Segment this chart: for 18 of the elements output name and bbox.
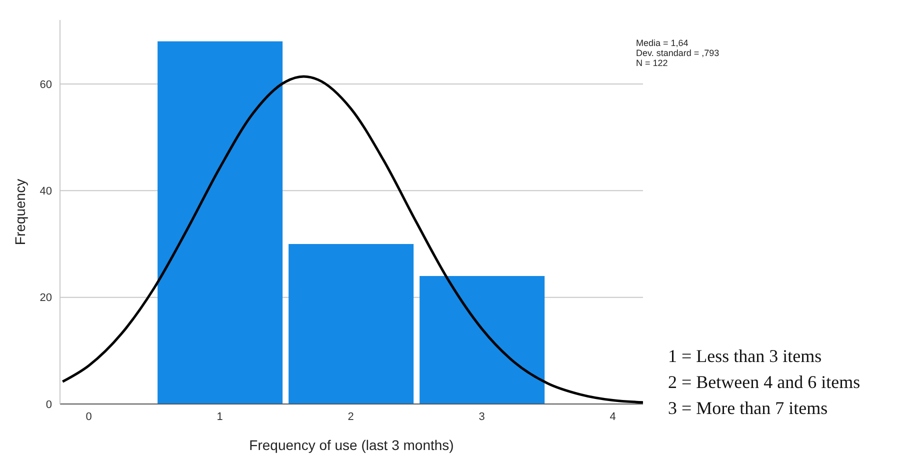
x-tick-label: 2 [348,410,354,423]
line-series [61,75,643,404]
x-axis-title: Frequency of use (last 3 months) [249,437,454,453]
text: 3 = More than 7 items [668,397,829,420]
x-tick-label: 4 [610,410,616,423]
x-tick-label: 3 [478,410,485,423]
annotation: N = 122 [636,58,669,68]
text: 1 = Less than 3 items [668,345,823,368]
y-tick-label: 20 [40,292,52,304]
y-tick-label: 60 [40,78,52,91]
y-axis-title: Frequency [12,178,28,246]
y-tick-label: 40 [40,186,52,198]
annotation: Dev. standard = ,793 [636,48,720,58]
annotation: Media = 1,64 [636,38,690,48]
x-tick-label: 0 [86,410,92,423]
y-tick-label: 0 [46,398,52,411]
x-tick-label: 1 [216,410,223,423]
text: 2 = Between 4 and 6 items [668,371,860,394]
